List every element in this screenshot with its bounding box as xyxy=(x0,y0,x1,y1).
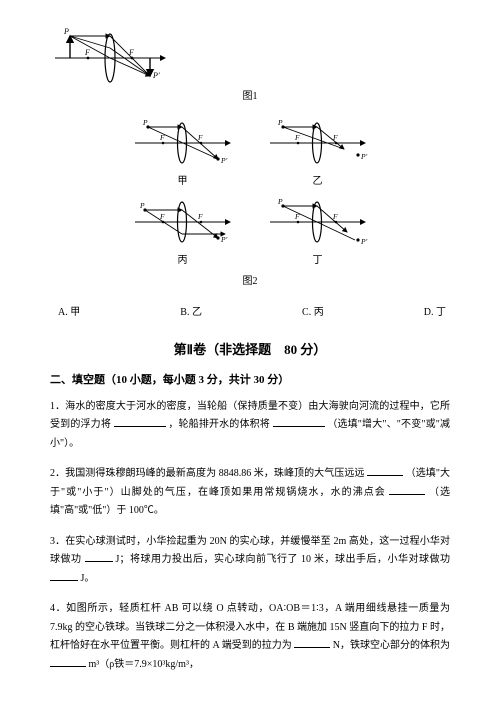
q4-blank-2[interactable] xyxy=(50,656,86,667)
svg-text:F: F xyxy=(128,48,134,57)
option-d: D. 丁 xyxy=(424,304,446,321)
svg-text:F: F xyxy=(84,48,90,57)
figure-2-row-1: F F P P′ 甲 F F P P′ xyxy=(50,113,450,190)
diagram-bing: F F P P′ 丙 xyxy=(130,192,235,269)
q4-text-c: m³（ρ铁＝7.9×10³kg/m³， xyxy=(89,659,199,670)
subsection-heading: 二、填空题（10 小题，每小题 3 分，共计 30 分） xyxy=(50,371,450,390)
q2-blank-2[interactable] xyxy=(389,484,425,495)
diagram-yi-label: 乙 xyxy=(265,173,370,190)
options-row: A. 甲 B. 乙 C. 丙 D. 丁 xyxy=(58,304,446,321)
q2-blank-1[interactable] xyxy=(367,465,403,476)
q4-blank-1[interactable] xyxy=(294,637,330,648)
section-title: 第Ⅱ卷（非选择题 80 分） xyxy=(50,339,450,361)
svg-text:P: P xyxy=(277,197,283,206)
svg-text:P: P xyxy=(142,118,148,127)
diagram-ding-label: 丁 xyxy=(265,252,370,269)
q1-blank-2[interactable] xyxy=(273,416,325,427)
svg-text:P′: P′ xyxy=(152,71,160,80)
figure-2-block: F F P P′ 甲 F F P P′ xyxy=(50,113,450,290)
q3-text-c: J。 xyxy=(81,573,95,584)
option-b: B. 乙 xyxy=(180,304,202,321)
q3-blank-2[interactable] xyxy=(50,570,78,581)
figure-2-row-2: F F P P′ 丙 F F P P′ xyxy=(50,192,450,269)
figure-1-diagram: F F P P′ xyxy=(50,18,170,86)
svg-text:P′: P′ xyxy=(220,156,228,165)
svg-text:P′: P′ xyxy=(360,237,368,246)
svg-text:F: F xyxy=(294,133,300,142)
q1-text-b: ，轮船排开水的体积将 xyxy=(168,419,270,430)
figure-2-label: 图2 xyxy=(50,273,450,290)
q2-text-a: 2．我国测得珠穆朗玛峰的最新高度为 8848.86 米，珠峰顶的大气压远远 xyxy=(50,468,365,479)
svg-text:P: P xyxy=(139,201,145,210)
q3-text-b: J；将球用力投出后，实心球向前飞行了 10 米，球出手后，小华对球做功 xyxy=(116,554,450,565)
q1-blank-1[interactable] xyxy=(114,416,166,427)
svg-text:F: F xyxy=(332,133,338,142)
figure-1-label: 图1 xyxy=(50,88,450,105)
q4-text-b: N，铁球空心部分的体积为 xyxy=(333,640,450,651)
figure-1-block: F F P P′ 图1 xyxy=(50,18,450,105)
diagram-ding: F F P P′ 丁 xyxy=(265,192,370,269)
question-1: 1．海水的密度大于河水的密度，当轮船（保持质量不变）由大海驶向河流的过程中，它所… xyxy=(50,398,450,454)
diagram-jia-label: 甲 xyxy=(130,173,235,190)
q3-blank-1[interactable] xyxy=(85,551,113,562)
option-a: A. 甲 xyxy=(58,304,80,321)
option-c: C. 丙 xyxy=(302,304,324,321)
svg-text:F: F xyxy=(197,212,203,221)
svg-text:P′: P′ xyxy=(360,152,368,161)
diagram-bing-label: 丙 xyxy=(130,252,235,269)
diagram-jia: F F P P′ 甲 xyxy=(130,113,235,190)
question-3: 3．在实心球测试时，小华捡起重为 20N 的实心球，并缓慢举至 2m 高处，这一… xyxy=(50,533,450,589)
question-4: 4．如图所示，轻质杠杆 AB 可以绕 O 点转动，OA∶OB＝1∶3，A 端用细… xyxy=(50,600,450,674)
svg-text:P′: P′ xyxy=(220,235,228,244)
question-2: 2．我国测得珠穆朗玛峰的最新高度为 8848.86 米，珠峰顶的大气压远远 （选… xyxy=(50,465,450,521)
svg-text:P: P xyxy=(63,27,69,36)
svg-text:P: P xyxy=(277,118,283,127)
diagram-yi: F F P P′ 乙 xyxy=(265,113,370,190)
